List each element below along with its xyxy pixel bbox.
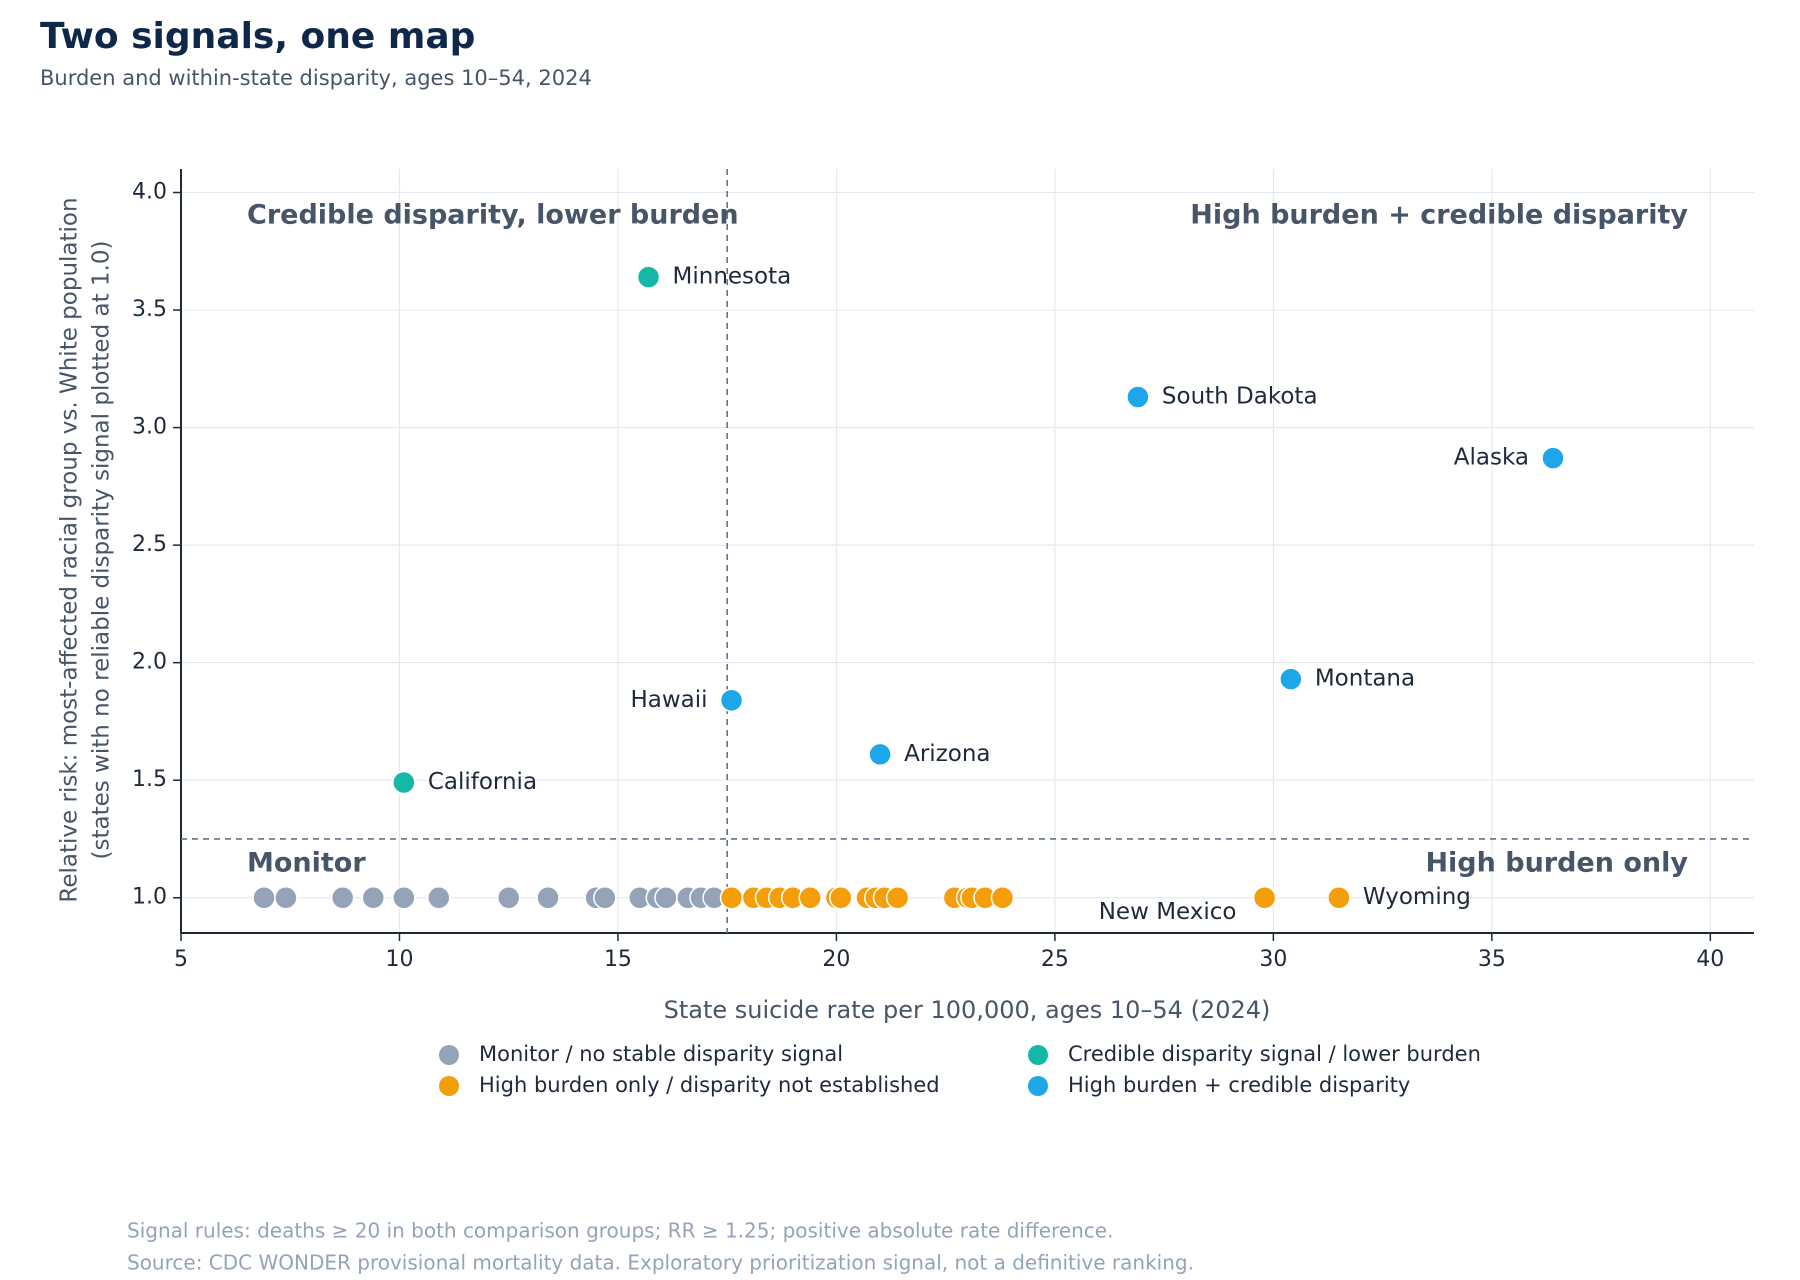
point (1279, 667, 1303, 691)
point (654, 885, 678, 910)
legend-swatch (1028, 1045, 1048, 1065)
point (719, 885, 744, 910)
x-tick-label: 20 (822, 947, 850, 972)
y-tick-label: 2.0 (132, 650, 167, 675)
y-tick-label: 1.5 (132, 767, 167, 792)
point-label: Minnesota (673, 264, 792, 290)
point (798, 885, 822, 910)
point (829, 885, 853, 910)
point-label: Montana (1315, 666, 1415, 692)
point (536, 885, 560, 910)
footnote: Signal rules: deaths ≥ 20 in both compar… (127, 1219, 1113, 1243)
x-tick-label: 35 (1478, 947, 1506, 972)
quadrant-label: High burden + credible disparity (1190, 200, 1688, 231)
point (330, 885, 355, 910)
footnote: Source: CDC WONDER provisional mortality… (127, 1251, 1194, 1275)
y-axis-label: Relative risk: most-affected racial grou… (57, 197, 83, 902)
point-label: Arizona (904, 741, 990, 767)
quadrant-label: High burden only (1425, 848, 1688, 879)
point (392, 885, 416, 910)
point (1541, 446, 1565, 470)
point (636, 265, 661, 289)
point-label: Hawaii (630, 687, 707, 713)
y-tick-label: 2.5 (132, 532, 167, 557)
x-tick-label: 10 (385, 947, 413, 972)
legend-swatch (439, 1045, 459, 1065)
chart-title: Two signals, one map (40, 16, 475, 57)
quadrant-label: Credible disparity, lower burden (247, 200, 739, 231)
x-axis-label: State suicide rate per 100,000, ages 10–… (664, 996, 1271, 1024)
legend-label: High burden only / disparity not establi… (479, 1073, 940, 1097)
legend-label: Credible disparity signal / lower burden (1068, 1042, 1481, 1066)
x-tick-label: 40 (1696, 947, 1724, 972)
x-tick-label: 25 (1041, 947, 1069, 972)
point (392, 770, 416, 795)
point (427, 885, 451, 910)
legend-swatch (439, 1076, 459, 1096)
y-axis-label: (states with no reliable disparity signa… (89, 241, 115, 860)
point (868, 742, 892, 767)
x-tick-label: 5 (174, 947, 188, 972)
x-tick-label: 30 (1259, 947, 1287, 972)
point (1126, 385, 1150, 409)
point (1252, 885, 1277, 910)
point (252, 885, 276, 910)
point (496, 885, 521, 910)
quadrant-label: Monitor (247, 848, 366, 879)
point-label: Wyoming (1363, 884, 1471, 910)
point (1327, 885, 1351, 910)
chart-subtitle: Burden and within-state disparity, ages … (40, 66, 592, 90)
y-tick-label: 3.0 (132, 415, 167, 440)
point (593, 885, 617, 910)
point (361, 885, 386, 910)
y-tick-label: 4.0 (132, 180, 167, 205)
point-label: New Mexico (1099, 899, 1237, 925)
legend-label: High burden + credible disparity (1068, 1073, 1410, 1097)
point-label: California (428, 769, 537, 795)
point (885, 885, 910, 910)
point-label: Alaska (1454, 445, 1529, 471)
y-tick-label: 1.0 (132, 885, 167, 910)
point (274, 885, 298, 910)
y-tick-label: 3.5 (132, 297, 167, 322)
legend-label: Monitor / no stable disparity signal (479, 1042, 843, 1066)
legend-swatch (1028, 1076, 1048, 1096)
point (719, 688, 744, 713)
x-tick-label: 15 (604, 947, 632, 972)
point (990, 885, 1015, 910)
point-label: South Dakota (1162, 384, 1318, 410)
